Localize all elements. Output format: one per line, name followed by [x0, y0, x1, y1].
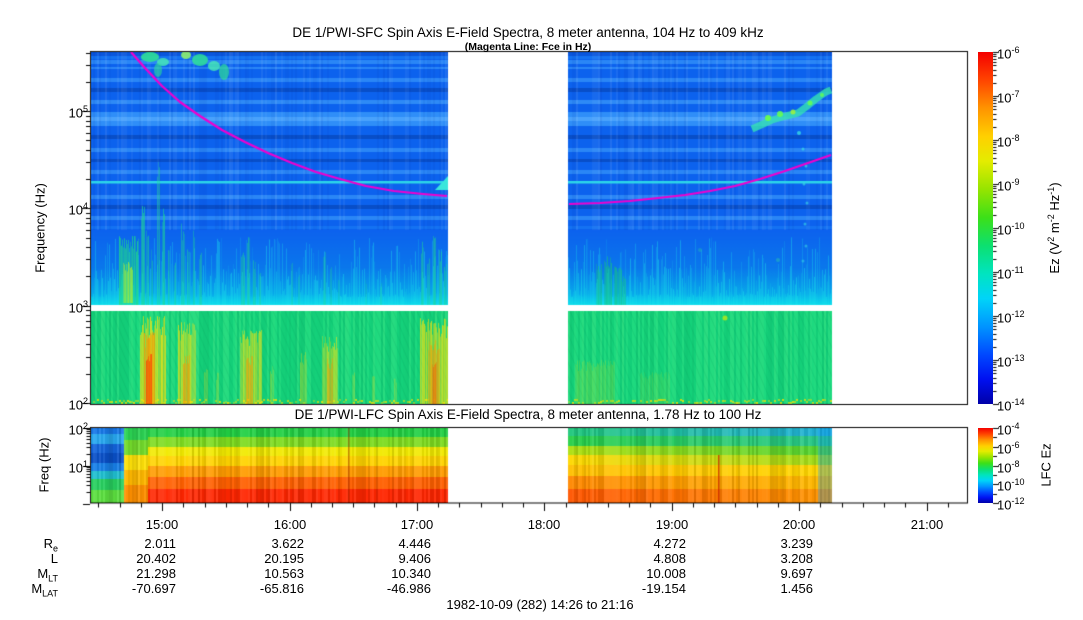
sfc-subtitle: (Magenta Line: Fce in Hz)	[464, 41, 592, 53]
ephemeris-row-label: MLT	[37, 566, 58, 584]
ephemeris-row-label: Re	[43, 536, 58, 554]
sfc-colorbar	[978, 52, 993, 404]
sfc-colorbar-tick-label: 10-8	[997, 133, 1020, 150]
time-tick-label: 21:00	[910, 517, 944, 532]
sfc-colorbar-tick-label: 10-6	[997, 45, 1020, 62]
time-tick-label: 17:00	[400, 517, 434, 532]
ephemeris-value: 20.402	[136, 551, 176, 566]
footer-timerange: 1982-10-09 (282) 14:26 to 21:16	[446, 597, 634, 612]
sfc-freq-tick-label: 103	[68, 298, 88, 316]
sfc-colorbar-tick-label: 10-11	[997, 265, 1024, 282]
ephemeris-value: -19.154	[641, 581, 686, 596]
ephemeris-value: 10.563	[264, 566, 304, 581]
time-tick-label: 19:00	[655, 517, 689, 532]
sfc-colorbar-tick-label: 10-7	[997, 89, 1020, 106]
sfc-colorbar-label: Ez (V2 m-2 Hz-1)	[1045, 182, 1063, 274]
ephemeris-value: 10.340	[391, 566, 431, 581]
ephemeris-value: 20.195	[264, 551, 304, 566]
lfc-colorbar-label: LFC Ez	[1038, 443, 1054, 487]
ephemeris-value: -70.697	[131, 581, 176, 596]
sfc-y-axis-label: Frequency (Hz)	[32, 183, 48, 273]
sfc-colorbar-tick-label: 10-10	[997, 221, 1025, 238]
lfc-title: DE 1/PWI-LFC Spin Axis E-Field Spectra, …	[294, 407, 762, 422]
sfc-colorbar-tick-label: 10-9	[997, 177, 1020, 194]
sfc-freq-tick-label: 102	[68, 396, 88, 413]
ephemeris-value: 9.697	[780, 566, 813, 581]
sfc-colorbar-tick-label: 10-13	[997, 353, 1025, 370]
ephemeris-value: 9.406	[398, 551, 431, 566]
lfc-colorbar-tick-label: 10-6	[997, 439, 1020, 457]
ephemeris-value: 4.272	[653, 536, 686, 551]
lfc-colorbar-tick-label: 10-10	[997, 477, 1025, 494]
time-tick-label: 20:00	[782, 517, 816, 532]
sfc-colorbar-tick-label: 10-12	[997, 309, 1025, 326]
ephemeris-value: 10.008	[646, 566, 686, 581]
ephemeris-value: 2.011	[144, 536, 176, 551]
ephemeris-value: 3.622	[271, 536, 304, 551]
lfc-freq-tick-label: 101	[68, 458, 88, 475]
ephemeris-row-label: L	[50, 551, 58, 566]
sfc-colorbar-tick-label: 10-14	[997, 397, 1025, 414]
sfc-title: DE 1/PWI-SFC Spin Axis E-Field Spectra, …	[292, 25, 764, 40]
ephemeris-value: 21.298	[136, 566, 176, 581]
lfc-colorbar-tick-label: 10-8	[997, 458, 1020, 475]
ephemeris-value: -46.986	[386, 581, 431, 596]
ephemeris-value: 3.208	[780, 551, 813, 566]
lfc-freq-tick-label: 102	[68, 420, 88, 437]
ephemeris-value: -65.816	[259, 581, 304, 596]
ephemeris-value: 4.808	[653, 551, 686, 566]
ephemeris-value: 1.456	[780, 581, 813, 596]
sfc-freq-tick-label: 104	[68, 201, 88, 218]
lfc-colorbar-tick-label: 10-12	[997, 496, 1025, 513]
sfc-freq-tick-label: 105	[68, 104, 88, 121]
ephemeris-value: 4.446	[398, 536, 431, 551]
time-tick-label: 16:00	[273, 517, 307, 532]
ephemeris-row-label: MLAT	[31, 581, 58, 599]
time-tick-label: 18:00	[527, 517, 561, 532]
lfc-colorbar-tick-label: 10-4	[997, 421, 1020, 438]
time-tick-label: 15:00	[145, 517, 179, 532]
ephemeris-value: 3.239	[780, 536, 813, 551]
lfc-colorbar	[978, 428, 993, 503]
